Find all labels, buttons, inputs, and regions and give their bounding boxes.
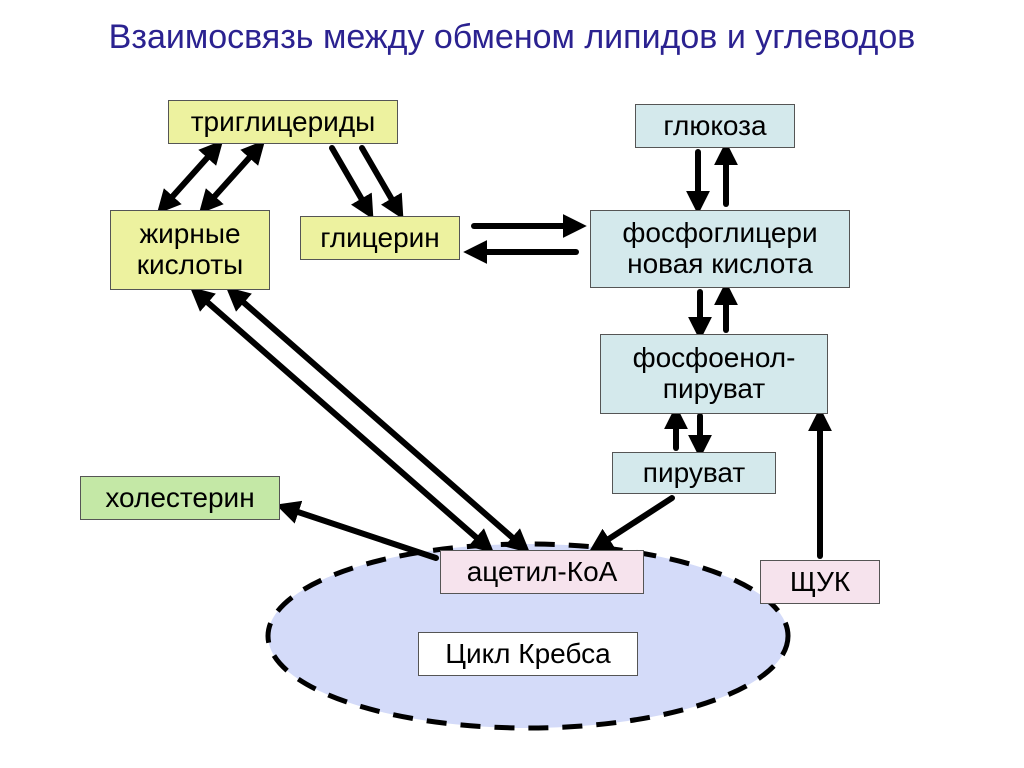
node-triglycerides: триглицериды xyxy=(168,100,398,144)
node-pep: фосфоенол-пируват xyxy=(600,334,828,414)
node-phosphoglyceric: фосфоглицериновая кислота xyxy=(590,210,850,288)
node-cholesterol: холестерин xyxy=(80,476,280,520)
node-acetylcoa: ацетил-КоА xyxy=(440,550,644,594)
node-oaa: ЩУК xyxy=(760,560,880,604)
diagram-title: Взаимосвязь между обменом липидов и угле… xyxy=(0,18,1024,57)
node-pyruvate: пируват xyxy=(612,452,776,494)
node-glycerol: глицерин xyxy=(300,216,460,260)
node-fatty_acids: жирныекислоты xyxy=(110,210,270,290)
node-krebs: Цикл Кребса xyxy=(418,632,638,676)
node-glucose: глюкоза xyxy=(635,104,795,148)
